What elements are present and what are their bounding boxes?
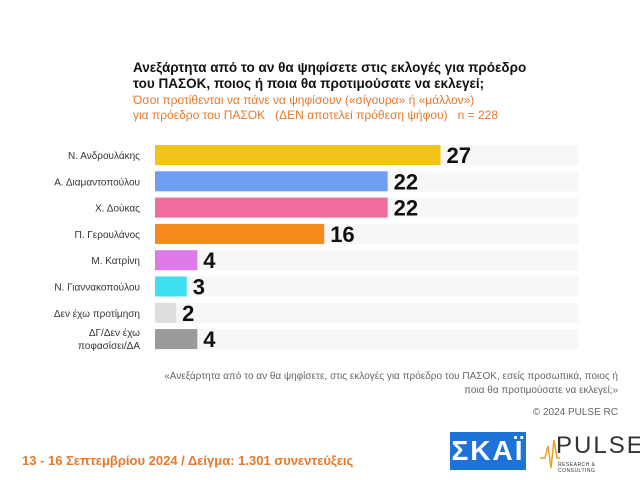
pulse-logo: PULSE RESEARCH & CONSULTING — [540, 432, 640, 474]
bar — [155, 302, 177, 323]
bar — [155, 250, 198, 271]
chart-title: Ανεξάρτητα από το αν θα ψηφίσετε στις εκ… — [133, 60, 527, 91]
data-label: 22 — [394, 169, 418, 194]
skai-logo: ΣΚΑΪ — [450, 432, 526, 470]
category-label: Μ. Κατρίνη — [91, 255, 140, 267]
data-label: 4 — [203, 248, 216, 273]
category-label: ποφασίσει/ΔΑ — [78, 340, 140, 352]
bar — [155, 197, 388, 218]
category-label: Ν. Γιαννακοπούλου — [54, 282, 140, 294]
copyright: © 2024 PULSE RC — [532, 407, 618, 418]
category-label: ΔΓ/Δεν έχω — [89, 327, 140, 339]
data-label: 27 — [447, 143, 471, 168]
bar-track — [155, 302, 578, 323]
bar-track — [155, 250, 578, 271]
bar — [155, 276, 187, 297]
bar-chart: Ν. Ανδρουλάκης 27 Α. Διαμαντοπούλου 22 Χ. Δο… — [54, 143, 578, 352]
bar — [155, 223, 325, 244]
bar-track — [155, 276, 578, 297]
question-note: «Ανεξάρτητα από το αν θα ψηφίσετε, στις … — [164, 371, 618, 396]
chart-subtitle: Όσοι προτίθενται να πάνε να ψηφίσουν («σ… — [133, 93, 498, 122]
data-label: 16 — [330, 222, 354, 247]
bar — [155, 171, 388, 192]
category-label: Π. Γερουλάνος — [75, 229, 141, 241]
bar — [155, 145, 441, 165]
footer-date-sample: 13 - 16 Σεπτεμβρίου 2024 / Δείγμα: 1.301… — [22, 453, 354, 468]
data-label: 4 — [203, 327, 216, 352]
bar — [155, 329, 198, 350]
category-label: Ν. Ανδρουλάκης — [68, 150, 140, 162]
category-label: Α. Διαμαντοπούλου — [54, 176, 140, 188]
data-label: 2 — [182, 301, 194, 326]
data-label: 22 — [394, 196, 418, 221]
data-label: 3 — [193, 275, 205, 300]
bar-track — [155, 329, 578, 350]
category-label: Δεν έχω προτίμηση — [54, 308, 140, 320]
category-label: Χ. Δούκας — [95, 203, 140, 215]
